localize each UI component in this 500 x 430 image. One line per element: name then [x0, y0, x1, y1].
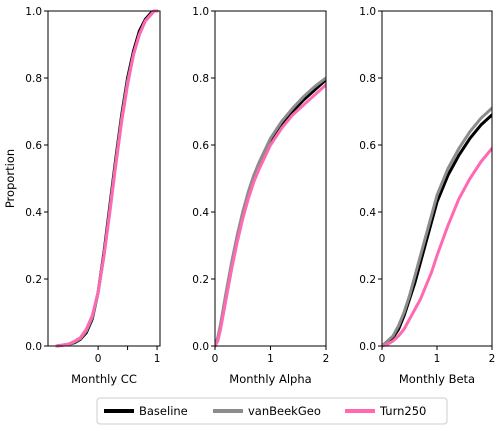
y-tick-label-cc: 1.0	[25, 6, 42, 18]
x-axis-label-alpha: Monthly Alpha	[229, 372, 311, 386]
x-tick-label-alpha: 2	[323, 353, 330, 365]
y-tick-label-alpha: 0.6	[192, 140, 209, 152]
series-line-vanbeekgeo-cc	[55, 9, 159, 348]
y-tick-label-alpha: 0.8	[192, 73, 209, 85]
y-tick-label-beta: 0.6	[359, 140, 376, 152]
y-tick-label-alpha: 0.2	[192, 274, 209, 286]
series-group-cc	[55, 9, 159, 348]
y-tick-label-cc: 0.0	[25, 341, 42, 353]
x-tick-label-beta: 2	[489, 353, 496, 365]
x-tick-label-cc: 0	[95, 353, 102, 365]
series-group-alpha	[215, 76, 326, 348]
series-line-baseline-beta	[382, 113, 492, 348]
y-tick-label-cc: 0.4	[25, 207, 42, 219]
x-axis-label-beta: Monthly Beta	[399, 372, 475, 386]
chart-panel-beta: 0.0 0.2 0.4 0.6 0.8 1.0 0 1 2 Monthly Beta	[359, 6, 495, 386]
legend-label-turn250: Turn250	[379, 404, 426, 418]
chart-panel-cc: 0.0 0.2 0.4 0.6 0.8 1.0 0 1 Monthly CC Proportion	[3, 6, 161, 386]
legend-box	[96, 397, 448, 425]
x-tick-label-alpha: 0	[212, 353, 219, 365]
y-tick-label-beta: 1.0	[359, 6, 376, 18]
series-line-turn250-alpha	[215, 83, 326, 348]
legend-label-baseline: Baseline	[139, 404, 188, 418]
x-tick-label-beta: 1	[434, 353, 441, 365]
plot-frame-alpha	[214, 10, 327, 347]
panels: 0.0 0.2 0.4 0.6 0.8 1.0 0 1 Monthly CC Proportion…	[3, 6, 495, 386]
chart-panel-alpha: 0.0 0.2 0.4 0.6 0.8 1.0 0 1 2 Monthly Alpha	[192, 6, 329, 386]
y-tick-label-alpha: 0.4	[192, 207, 209, 219]
x-tick-label-alpha: 1	[267, 353, 274, 365]
series-group-beta	[382, 106, 492, 348]
plot-frame-beta	[381, 10, 493, 347]
x-tick-label-cc: 1	[154, 353, 161, 365]
y-tick-label-cc: 0.8	[25, 73, 42, 85]
series-line-turn250-beta	[382, 146, 492, 348]
legend-label-vanbeekgeo: vanBeekGeo	[248, 404, 321, 418]
series-line-turn250-cc	[55, 9, 159, 348]
y-tick-label-beta: 0.8	[359, 73, 376, 85]
y-tick-label-alpha: 1.0	[192, 6, 209, 18]
y-tick-label-beta: 0.2	[359, 274, 376, 286]
y-axis-label-cc: Proportion	[3, 149, 17, 208]
y-tick-label-cc: 0.2	[25, 274, 42, 286]
legend: Baseline vanBeekGeo Turn250	[96, 397, 448, 425]
x-tick-label-beta: 0	[379, 353, 386, 365]
plot-frame-cc	[47, 10, 161, 347]
series-line-vanbeekgeo-alpha	[215, 76, 326, 348]
series-line-baseline-alpha	[215, 78, 326, 348]
series-line-vanbeekgeo-beta	[382, 106, 492, 348]
series-line-baseline-cc	[55, 9, 159, 348]
y-tick-label-beta: 0.0	[359, 341, 376, 353]
y-tick-label-cc: 0.6	[25, 140, 42, 152]
y-tick-label-beta: 0.4	[359, 207, 376, 219]
y-tick-label-alpha: 0.0	[192, 341, 209, 353]
x-axis-label-cc: Monthly CC	[71, 372, 137, 386]
